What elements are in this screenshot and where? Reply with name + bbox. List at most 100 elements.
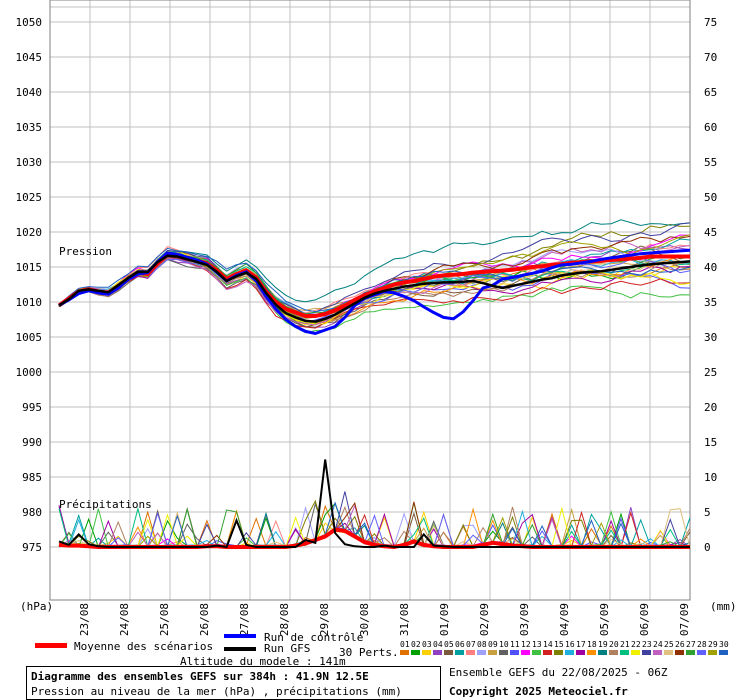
perturbation-swatch (719, 650, 728, 655)
perturbation-number: 18 (587, 640, 597, 649)
date-label: 06/09 (638, 603, 651, 636)
left-tick-label: 1035 (16, 121, 43, 134)
left-tick-label: 1040 (16, 86, 43, 99)
right-tick-label: 10 (704, 471, 717, 484)
perturbation-pressure-line (58, 240, 691, 326)
date-label: 30/08 (358, 603, 371, 636)
perturbation-number: 07 (466, 640, 476, 649)
perturbation-pressure-line (58, 235, 691, 318)
right-tick-label: 70 (704, 51, 717, 64)
perturbation-number: 03 (422, 640, 432, 649)
perturbation-swatch (554, 650, 563, 655)
perturbation-number: 17 (576, 640, 586, 649)
footer-subtitle: Pression au niveau de la mer (hPa) , pré… (31, 685, 402, 698)
right-unit-label: (mm) (710, 600, 737, 613)
series-precip-line (58, 459, 690, 549)
perturbation-number: 13 (532, 640, 542, 649)
right-tick-label: 75 (704, 16, 717, 29)
perturbation-number: 29 (708, 640, 718, 649)
perturbation-swatch (642, 650, 651, 655)
right-tick-label: 55 (704, 156, 717, 169)
date-label: 04/09 (558, 603, 571, 636)
perturbation-swatch (466, 650, 475, 655)
precip-panel-label: Précipitations (59, 498, 152, 511)
perturbation-number: 14 (543, 640, 553, 649)
date-label: 02/09 (478, 603, 491, 636)
perturbation-number: 15 (554, 640, 564, 649)
right-tick-label: 15 (704, 436, 717, 449)
perturbation-swatch (433, 650, 442, 655)
perturbation-swatch (510, 650, 519, 655)
main-series-lines (57, 248, 691, 550)
left-tick-label: 980 (22, 506, 42, 519)
perturbation-number: 21 (620, 640, 630, 649)
plot-frame (49, 0, 691, 601)
perturbation-number: 05 (444, 640, 454, 649)
perturbation-number: 25 (664, 640, 674, 649)
perturbation-swatch (499, 650, 508, 655)
left-tick-label: 985 (22, 471, 42, 484)
right-tick-label: 25 (704, 366, 717, 379)
axes (49, 0, 691, 601)
run-info: Ensemble GEFS du 22/08/2025 - 06Z (449, 666, 668, 679)
date-label: 31/08 (398, 603, 411, 636)
right-tick-label: 35 (704, 296, 717, 309)
date-label: 27/08 (238, 603, 251, 636)
perturbation-swatch (477, 650, 486, 655)
date-label: 28/08 (278, 603, 291, 636)
date-label: 26/08 (198, 603, 211, 636)
perturbation-swatch (708, 650, 717, 655)
perturbation-number: 20 (609, 640, 619, 649)
perturbation-swatch (411, 650, 420, 655)
perturbation-number: 28 (697, 640, 707, 649)
date-label: 29/08 (318, 603, 331, 636)
perturbation-number: 16 (565, 640, 575, 649)
perturbation-swatch (488, 650, 497, 655)
perturbation-swatch (587, 650, 596, 655)
perturbation-swatch (697, 650, 706, 655)
perturbation-number: 27 (686, 640, 696, 649)
perturbation-number: 02 (411, 640, 421, 649)
left-tick-label: 975 (22, 541, 42, 554)
perturbation-swatch (543, 650, 552, 655)
right-tick-label: 30 (704, 331, 717, 344)
left-tick-label: 995 (22, 401, 42, 414)
left-tick-label: 1015 (16, 261, 43, 274)
perturbation-number: 24 (653, 640, 663, 649)
right-tick-label: 50 (704, 191, 717, 204)
left-tick-label: 1025 (16, 191, 43, 204)
perturbation-pressure-line (58, 257, 691, 323)
footer-title: Diagramme des ensembles GEFS sur 384h : … (31, 670, 369, 683)
right-tick-label: 45 (704, 226, 717, 239)
left-unit-label: (hPa) (20, 600, 53, 613)
perturbation-swatch (532, 650, 541, 655)
perturbation-swatch (455, 650, 464, 655)
footer-title-box (26, 666, 441, 700)
legend-control-label: Run de contrôle (264, 631, 364, 644)
perturbation-swatch (444, 650, 453, 655)
perturbation-pressure-line (58, 258, 691, 325)
perturbation-swatch (653, 650, 662, 655)
pressure-panel-label: Pression (59, 245, 112, 258)
right-tick-label: 65 (704, 86, 717, 99)
legend-gfs-label: Run GFS (264, 642, 311, 655)
right-tick-label: 5 (704, 506, 711, 519)
perturbation-swatch (631, 650, 640, 655)
date-label: 24/08 (118, 603, 131, 636)
perturbation-swatch (686, 650, 695, 655)
date-label: 01/09 (438, 603, 451, 636)
left-tick-label: 1020 (16, 226, 43, 239)
perturbation-swatch (521, 650, 530, 655)
right-tick-label: 20 (704, 401, 717, 414)
perturbation-swatch (422, 650, 431, 655)
date-label: 25/08 (158, 603, 171, 636)
perturbation-swatch (400, 650, 409, 655)
perturbation-number: 22 (631, 640, 641, 649)
left-tick-label: 1000 (16, 366, 43, 379)
copyright: Copyright 2025 Meteociel.fr (449, 685, 628, 698)
left-tick-label: 990 (22, 436, 42, 449)
perturbation-number: 09 (488, 640, 498, 649)
perturbation-number: 11 (510, 640, 520, 649)
date-label: 23/08 (78, 603, 91, 636)
